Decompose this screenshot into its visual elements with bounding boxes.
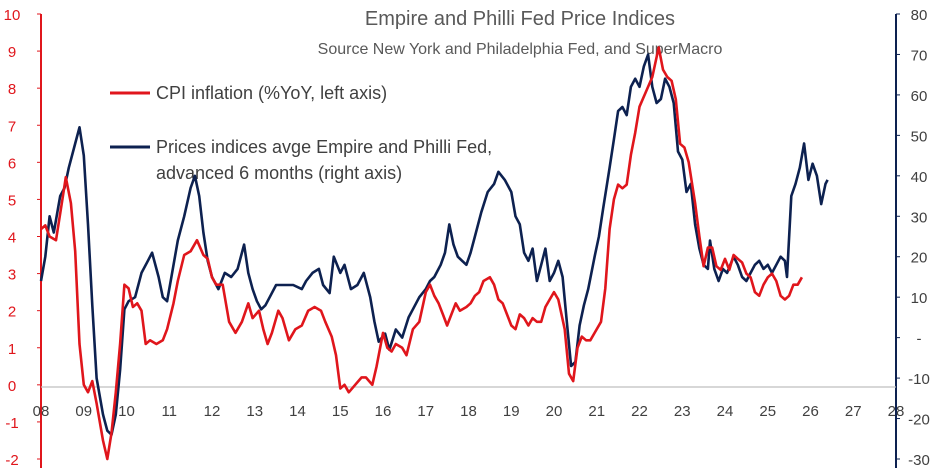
right-tick-label: -30 [908, 452, 930, 469]
x-tick-label: 10 [118, 403, 135, 420]
chart-title: Empire and Philli Fed Price Indices [365, 8, 675, 30]
x-tick-label: 11 [161, 403, 177, 420]
series-line-prices [39, 53, 829, 436]
left-tick-label: 6 [8, 155, 16, 172]
x-tick-label: 09 [75, 403, 92, 420]
left-tick-label: 5 [8, 192, 16, 209]
x-tick-label: 18 [460, 403, 477, 420]
x-tick-label: 24 [717, 403, 734, 420]
left-tick-label: 2 [8, 304, 16, 321]
left-axis-ticks: -2 -1 0 1 2 3 4 5 6 7 8 9 10 [4, 7, 41, 469]
x-tick-label: 16 [375, 403, 392, 420]
x-tick-label: 21 [588, 403, 605, 420]
x-tick-label: 08 [33, 403, 50, 420]
x-tick-label: 25 [759, 403, 776, 420]
chart-subtitle: Source New York and Philadelphia Fed, an… [318, 41, 723, 58]
x-tick-label: 12 [204, 403, 221, 420]
right-tick-label: 70 [911, 47, 928, 64]
x-tick-label: 27 [845, 403, 862, 420]
x-tick-label: 22 [631, 403, 648, 420]
left-tick-label: 4 [8, 230, 16, 247]
left-tick-label: 10 [4, 7, 21, 24]
left-tick-label: -1 [5, 415, 18, 432]
right-tick-label: 60 [911, 88, 928, 105]
left-tick-label: 0 [8, 378, 16, 395]
right-tick-label: 30 [911, 209, 928, 226]
x-tick-label: 26 [802, 403, 819, 420]
right-tick-label: -20 [908, 412, 930, 429]
right-tick-label: 10 [911, 290, 928, 307]
right-tick-label: 80 [911, 7, 928, 24]
x-tick-label: 23 [674, 403, 691, 420]
right-tick-label: 40 [911, 169, 928, 186]
right-tick-label: 20 [911, 250, 928, 267]
x-tick-label: 15 [332, 403, 349, 420]
x-axis-ticks: 08 09 10 11 12 13 14 15 16 17 18 19 20 21 22 23 24 25 26 27… [33, 403, 905, 420]
right-tick-label: - [917, 331, 922, 348]
x-tick-label: 17 [417, 403, 434, 420]
legend-label-prices: Prices indices avge Empire and Philli Fe… [156, 137, 492, 183]
right-tick-label: -10 [908, 371, 930, 388]
x-tick-label: 19 [503, 403, 520, 420]
series-line-cpi [40, 46, 804, 461]
left-tick-label: 8 [8, 81, 16, 98]
left-tick-label: 3 [8, 267, 16, 284]
left-tick-label: 9 [8, 44, 16, 61]
x-tick-label: 20 [546, 403, 563, 420]
left-tick-label: 7 [8, 118, 16, 135]
right-tick-label: 50 [911, 128, 928, 145]
left-tick-label: 1 [8, 341, 16, 358]
left-tick-label: -2 [5, 452, 18, 469]
x-tick-label: 28 [888, 403, 905, 420]
x-tick-label: 14 [289, 403, 306, 420]
legend-label-cpi: CPI inflation (%YoY, left axis) [156, 83, 387, 103]
x-tick-label: 13 [246, 403, 263, 420]
legend: CPI inflation (%YoY, left axis) Prices i… [110, 83, 492, 183]
